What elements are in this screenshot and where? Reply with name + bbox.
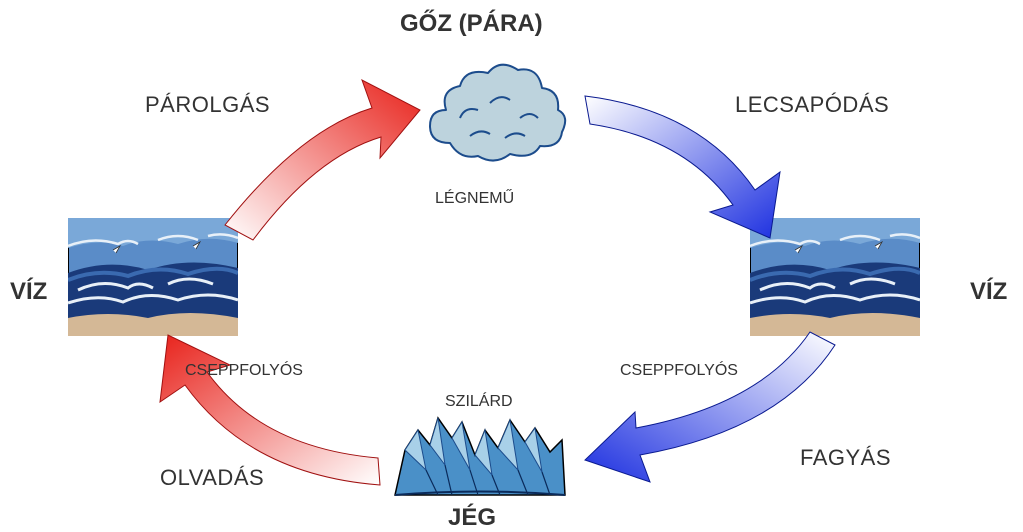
phase-gas-label: LÉGNEMŰ bbox=[435, 190, 514, 208]
phase-liquid-left-label: CSEPPFOLYÓS bbox=[185, 362, 303, 380]
state-water-right-label: VÍZ bbox=[970, 278, 1007, 306]
state-vapor-label: GŐZ (PÁRA) bbox=[400, 10, 543, 38]
process-freezing-label: FAGYÁS bbox=[800, 445, 891, 471]
process-melting-label: OLVADÁS bbox=[160, 465, 264, 491]
phase-solid-label: SZILÁRD bbox=[445, 393, 513, 411]
state-water-left-label: VÍZ bbox=[10, 278, 47, 306]
state-ice-label: JÉG bbox=[448, 504, 496, 532]
process-evaporation-label: PÁROLGÁS bbox=[145, 92, 270, 118]
phase-liquid-right-label: CSEPPFOLYÓS bbox=[620, 362, 738, 380]
process-condensation-label: LECSAPÓDÁS bbox=[735, 92, 889, 118]
